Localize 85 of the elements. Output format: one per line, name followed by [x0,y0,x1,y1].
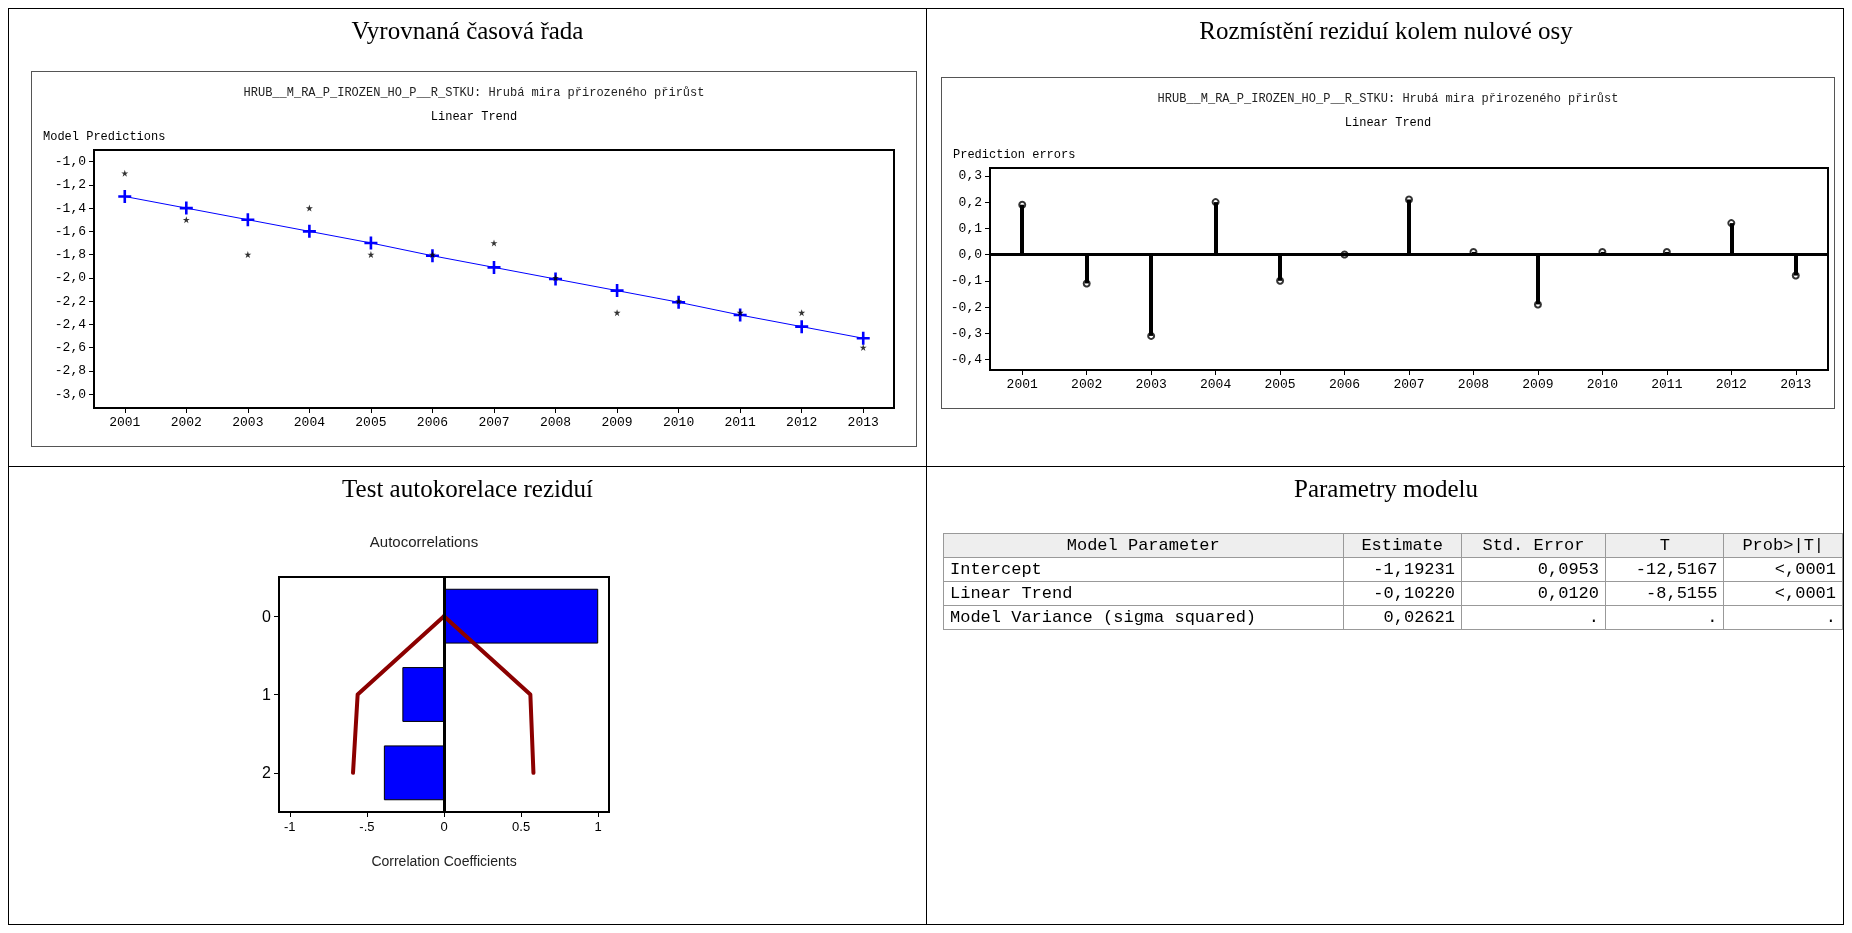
x-tick-label: 2007 [1393,377,1425,392]
x-tick-label: 2008 [539,415,572,430]
y-tick-label: -0,2 [950,299,982,315]
text: -12,5167 [1605,557,1724,582]
x-tick-label: 2007 [478,415,510,430]
x-tick-label: 2004 [1200,377,1232,392]
x-tick-label: 2013 [1780,377,1812,392]
x-tick-label: 0.5 [512,819,531,834]
x-tick-label: 2003 [1135,377,1167,392]
chart-title: Rozmístění reziduí kolem nulové osy [1198,17,1574,45]
x-tick-label: 1 [594,819,602,834]
text: -1,19231 [1343,557,1462,582]
x-tick-label: 2013 [847,415,879,430]
text: T [1605,533,1724,558]
x-tick-label: 2009 [601,415,633,430]
y-axis-title: Model Predictions [43,130,166,144]
x-tick-label: 2010 [663,415,695,430]
x-tick-label: 2004 [293,415,326,430]
x-tick-label: 2008 [1457,377,1490,392]
y-tick-label: -0,1 [950,273,983,289]
text: Estimate [1343,533,1462,558]
x-tick-label: 2010 [1586,377,1618,392]
text: . [1605,605,1724,630]
y-tick-label: -2,0 [54,270,86,286]
x-tick-label: 2001 [109,415,141,430]
x-tick-label: 2006 [1328,377,1361,392]
text: 0,0120 [1461,581,1606,606]
x-tick-label: 0 [440,819,448,834]
x-tick-label: 2012 [786,415,818,430]
x-tick-label: -1 [284,819,296,834]
x-tick-label: 2012 [1715,377,1747,392]
chart-subtitle: HRUB__M_RA_P_IROZEN_HO_P__R_STKU: Hrubá mira přirozeného přirůst [1157,92,1619,106]
text: <,0001 [1723,557,1843,582]
text: 0,02621 [1343,605,1462,630]
y-tick-label: 0,0 [958,247,982,263]
x-tick-label: 2001 [1006,377,1039,392]
text: . [1723,605,1843,630]
text: Parametry modelu [1293,475,1479,503]
text: <,0001 [1723,581,1843,606]
y-tick-label: -2,6 [54,340,86,356]
y-tick-label: -3,0 [54,386,86,402]
x-tick-label: 2003 [232,415,264,430]
y-tick-label: -1,8 [54,247,86,263]
x-tick-label: 2002 [1071,377,1103,392]
x-tick-label: 2005 [1264,377,1296,392]
text: -8,5155 [1605,581,1724,606]
chart-subtitle: Autocorrelations [369,533,479,550]
chart-subtitle: HRUB__M_RA_P_IROZEN_HO_P__R_STKU: Hrubá mira přirozeného přirůst [243,86,705,100]
chart-title: Test autokorelace reziduí [341,475,594,503]
text: 0,0953 [1461,557,1606,582]
y-tick-label: -1,0 [54,154,86,170]
y-axis-title: Prediction errors [953,148,1076,162]
x-tick-label: 2009 [1522,377,1554,392]
x-tick-label: 2005 [355,415,387,430]
y-tick-label: 0,3 [958,168,982,184]
x-tick-label: 2002 [170,415,202,430]
y-tick-label: -2,4 [54,316,87,332]
y-tick-label: -1,4 [54,200,87,216]
y-tick-label: -2,2 [54,293,86,309]
x-tick-label: 2011 [1651,377,1683,392]
text: Linear Trend [430,110,518,124]
y-tick-label: 0 [262,607,272,625]
x-tick-label: 2006 [416,415,449,430]
y-tick-label: -2,8 [54,363,86,379]
y-tick-label: -1,2 [54,177,86,193]
y-tick-label: -0,3 [950,325,982,341]
text: Std. Error [1461,533,1606,558]
text: Model Parameter [943,533,1343,558]
x-tick-label: 2011 [724,415,756,430]
y-tick-label: 0,2 [958,194,982,210]
text: . [1461,605,1606,630]
text: Prob>|T| [1723,533,1843,558]
chart-title: Vyrovnaná časová řada [350,17,585,45]
y-tick-label: 1 [262,686,272,703]
y-tick-label: 0,1 [958,220,983,236]
text: Model Variance (sigma squared) [943,605,1343,630]
text: Linear Trend [943,581,1343,606]
y-tick-label: -1,6 [54,223,86,239]
y-tick-label: 2 [262,764,272,782]
x-tick-label: -.5 [359,819,375,834]
text: Linear Trend [1344,116,1432,130]
text: Intercept [943,557,1343,582]
text: -0,10220 [1343,581,1462,606]
y-tick-label: -0,4 [950,352,983,368]
x-axis-title: Correlation Coefficients [371,853,517,869]
